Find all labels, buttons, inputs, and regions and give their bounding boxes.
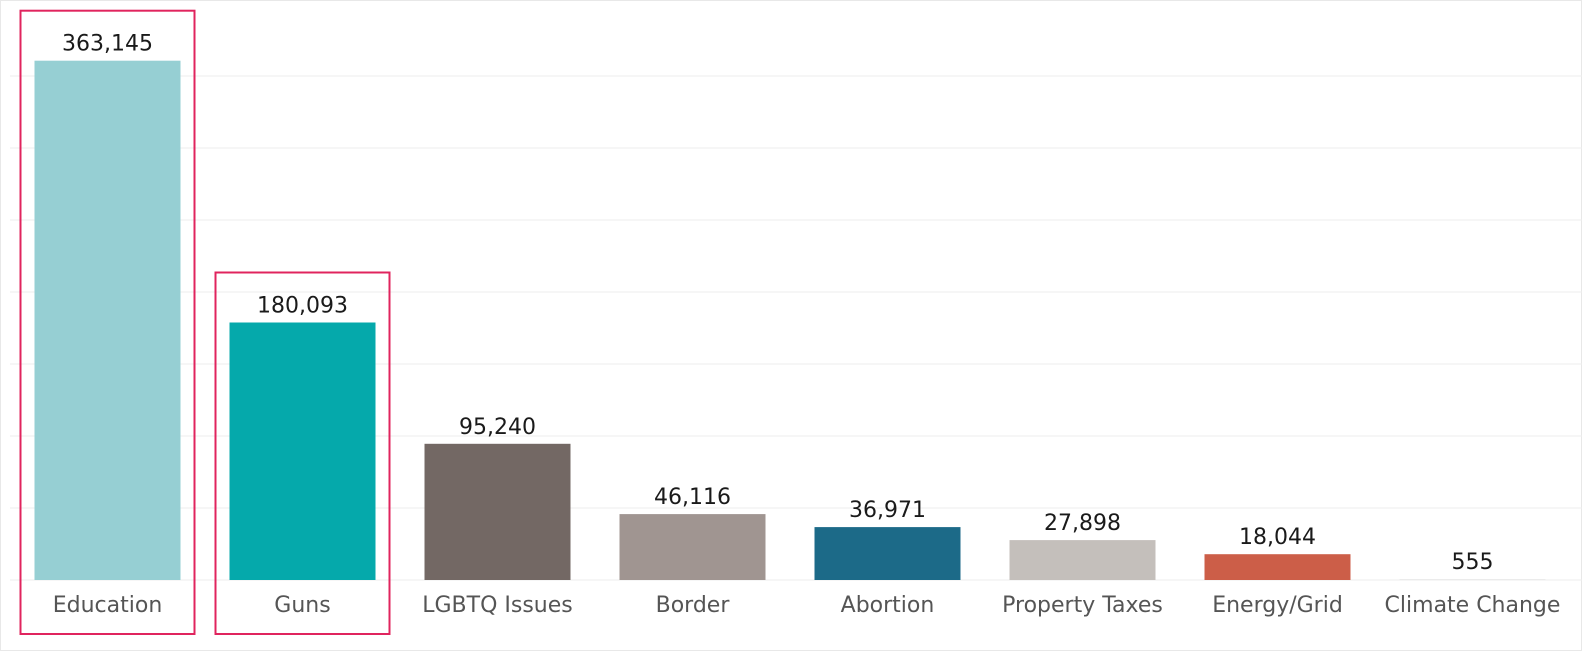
category-label-guns: Guns [274,593,330,618]
bars [34,60,1546,581]
highlight-box-education [19,9,196,635]
category-label-education: Education [53,593,163,618]
bar-abortion[interactable] [814,527,961,580]
bar-climate-change[interactable] [1399,579,1546,580]
category-label-abortion: Abortion [841,593,935,618]
value-label-guns: 180,093 [257,294,348,319]
value-label-property-taxes: 27,898 [1044,511,1121,536]
highlight-boxes [19,9,391,635]
value-labels: 363,145 180,093 95,240 46,116 36,971 27,898 18… [62,32,1493,576]
category-label-border: Border [656,593,731,618]
category-label-lgbtq-issues: LGBTQ Issues [422,593,573,618]
value-label-border: 46,116 [654,485,731,510]
category-label-property-taxes: Property Taxes [1002,593,1163,618]
highlight-box-guns [214,271,391,635]
bar-guns[interactable] [229,322,376,581]
bar-energy-grid[interactable] [1204,554,1351,580]
value-label-climate-change: 555 [1452,550,1494,575]
value-label-energy-grid: 18,044 [1239,525,1316,550]
bar-property-taxes[interactable] [1009,540,1156,580]
bar-lgbtq-issues[interactable] [424,443,571,580]
value-label-abortion: 36,971 [849,498,926,523]
category-label-energy-grid: Energy/Grid [1212,593,1343,618]
category-label-climate-change: Climate Change [1385,593,1561,618]
bar-education[interactable] [34,60,181,580]
bar-border[interactable] [619,514,766,580]
value-label-lgbtq-issues: 95,240 [459,415,536,440]
category-labels: Education Guns LGBTQ Issues Border Abortion P… [53,593,1561,618]
value-label-education: 363,145 [62,32,153,57]
